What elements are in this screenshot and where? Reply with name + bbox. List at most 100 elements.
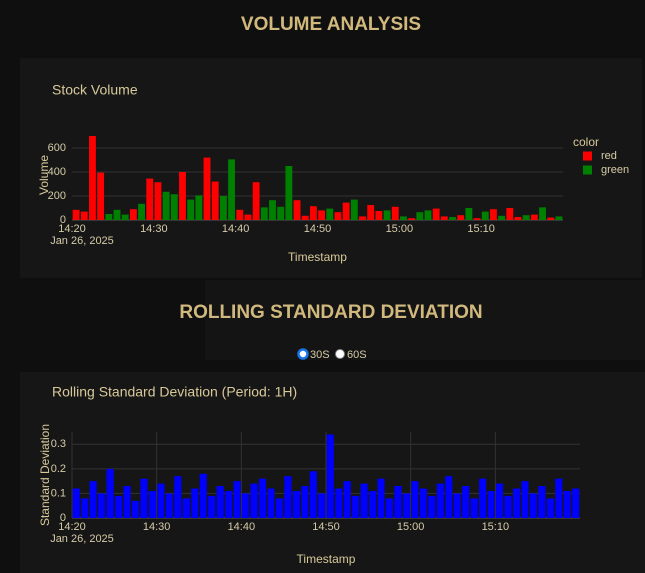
x-tick-label: 14:50: [304, 223, 332, 235]
bar: [563, 490, 571, 518]
bar: [187, 199, 195, 220]
bar: [199, 473, 207, 518]
bar: [369, 490, 377, 518]
legend-swatch: [583, 151, 592, 161]
date-label: Jan 26, 2025: [50, 235, 114, 247]
y-tick-label: 0.1: [51, 487, 66, 499]
bar: [154, 182, 162, 220]
axis-title: Volume: [37, 155, 51, 195]
bar: [105, 214, 113, 220]
bar: [350, 199, 358, 220]
bar: [277, 206, 285, 220]
bar: [399, 216, 407, 220]
bar: [211, 181, 219, 220]
bar: [522, 215, 530, 220]
bar: [470, 498, 478, 518]
bar: [514, 217, 522, 220]
bar: [115, 495, 123, 518]
axis-title: Standard Deviation: [38, 424, 52, 526]
bar: [244, 214, 252, 220]
radio-label[interactable]: 30S: [310, 349, 330, 361]
bar: [481, 211, 489, 220]
bar: [219, 196, 227, 220]
bar: [530, 214, 538, 220]
bar: [490, 209, 497, 220]
bar: [546, 498, 554, 518]
bar: [191, 488, 199, 518]
bar: [457, 215, 465, 220]
bar: [473, 218, 481, 220]
bar: [284, 476, 292, 518]
axis-title: Timestamp: [297, 552, 356, 566]
radio-button[interactable]: [335, 349, 345, 359]
bar: [309, 471, 317, 518]
bar: [377, 478, 385, 518]
x-tick-label: 14:20: [58, 521, 86, 533]
bar: [375, 211, 383, 220]
y-tick-label: 200: [48, 190, 66, 202]
radio-button[interactable]: [297, 348, 309, 360]
chart-title: Rolling Standard Deviation (Period: 1H): [52, 384, 297, 400]
bar: [233, 481, 241, 518]
bar: [225, 490, 233, 518]
bar: [148, 490, 156, 518]
bar: [318, 493, 326, 518]
legend-title: color: [573, 135, 599, 149]
bar: [445, 476, 453, 518]
bar: [318, 210, 326, 220]
bar: [539, 207, 546, 220]
bar: [555, 216, 563, 220]
bar: [309, 206, 317, 220]
bar: [424, 210, 432, 220]
bar: [203, 157, 211, 220]
x-tick-label: 14:30: [143, 521, 171, 533]
x-tick-label: 15:00: [386, 223, 414, 235]
y-tick-label: 0: [60, 214, 66, 226]
bar: [428, 495, 436, 518]
bar: [512, 488, 521, 518]
y-tick-label: 600: [48, 142, 66, 154]
bar: [98, 493, 106, 518]
legend-swatch: [583, 165, 592, 175]
bar: [138, 203, 145, 220]
bar: [385, 498, 394, 518]
bar: [179, 172, 186, 220]
bar: [487, 490, 495, 518]
x-tick-label: 14:40: [228, 521, 256, 533]
bar: [359, 216, 366, 220]
bar: [123, 486, 131, 518]
bar: [242, 493, 250, 518]
x-tick-label: 14:30: [140, 223, 168, 235]
bar: [97, 172, 105, 220]
bar: [301, 215, 309, 220]
bar: [440, 216, 448, 220]
bar: [521, 481, 529, 518]
radio-label[interactable]: 60S: [347, 349, 367, 361]
bar: [72, 209, 80, 220]
bar: [89, 136, 96, 220]
bar: [292, 490, 300, 518]
bar: [479, 478, 487, 518]
bar: [301, 486, 309, 518]
bar: [106, 468, 114, 518]
axis-title: Timestamp: [288, 250, 347, 264]
y-tick-label: 0.3: [51, 438, 66, 450]
panel: [20, 58, 642, 278]
bar: [121, 214, 129, 220]
legend-label[interactable]: green: [601, 164, 629, 176]
bar: [352, 495, 360, 518]
legend-label[interactable]: red: [601, 150, 617, 162]
bar: [165, 493, 173, 518]
bar: [195, 195, 203, 220]
bar: [391, 206, 399, 220]
bar: [496, 483, 504, 518]
bar: [216, 486, 224, 518]
bar: [529, 493, 537, 518]
bar: [170, 194, 178, 220]
bar: [72, 488, 80, 518]
bar: [140, 478, 148, 518]
bar: [402, 493, 410, 518]
bar: [182, 498, 190, 518]
